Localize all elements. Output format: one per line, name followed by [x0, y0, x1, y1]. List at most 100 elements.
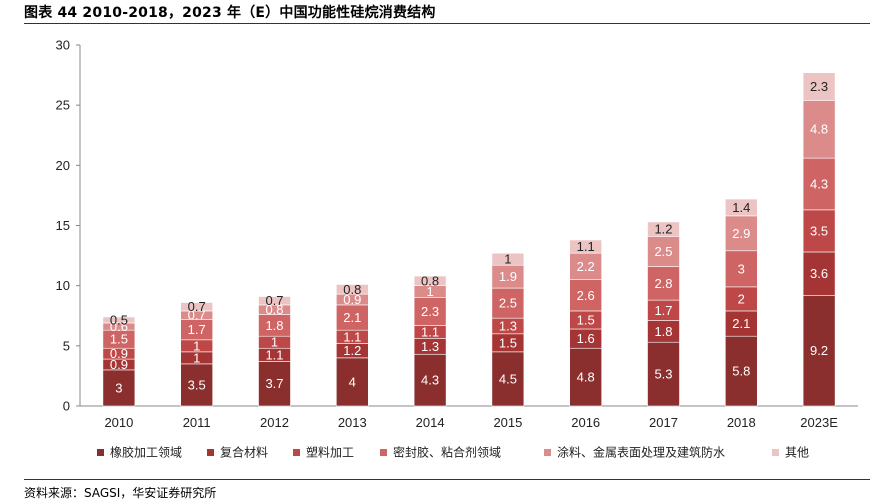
data-label: 0.9 [110, 357, 128, 372]
bar-segment [413, 275, 447, 286]
legend-swatch [207, 449, 214, 456]
data-label: 1.7 [188, 322, 206, 337]
data-label: 0.8 [265, 302, 283, 317]
bar-segment [569, 239, 603, 254]
axis-layer: 0 5 10 15 20 25 30 2010 2011 2012 2013 2014 2015 2016… [56, 38, 858, 430]
data-label: 2.3 [421, 304, 439, 319]
data-label: 4.3 [810, 176, 828, 191]
bar-segment [335, 357, 369, 407]
data-label: 3.5 [810, 223, 828, 238]
y-tick-label: 20 [56, 158, 70, 173]
bar-segment [569, 347, 603, 407]
data-label: 1 [193, 338, 200, 353]
chart-title: 图表 44 2010-2018，2023 年（E）中国功能性硅烷消费结构 [24, 5, 436, 21]
legend-label: 其他 [785, 446, 809, 460]
data-label: 9.2 [810, 343, 828, 358]
bar-segment [569, 279, 603, 312]
data-label: 2 [738, 291, 745, 306]
legend-label: 塑料加工 [306, 445, 354, 460]
data-label: 4 [349, 374, 356, 389]
data-label: 0.6 [110, 319, 128, 334]
data-label: 1.7 [654, 303, 672, 318]
bar-segment [491, 351, 525, 407]
bar-segment [724, 286, 758, 312]
legend: 橡胶加工领域 复合材料 塑料加工 密封胶、粘合剂领域 涂料、金属表面处理及建筑防水 其他 [97, 445, 809, 460]
data-label: 0.7 [188, 299, 206, 314]
legend-label: 涂料、金属表面处理及建筑防水 [557, 445, 725, 460]
bar-layer [102, 72, 836, 407]
title-rule [24, 23, 870, 24]
x-tick-label: 2012 [260, 415, 289, 430]
data-label: 1.3 [499, 318, 517, 333]
bar-segment [724, 198, 758, 217]
data-label: 1.8 [654, 324, 672, 339]
bar-segment [724, 215, 758, 252]
bar-segment [802, 72, 836, 101]
x-tick-label: 2016 [571, 415, 600, 430]
data-label: 1.1 [343, 329, 361, 344]
legend-swatch [97, 449, 104, 456]
data-label: 3.7 [265, 376, 283, 391]
data-label: 3.5 [188, 377, 206, 392]
bar-segment [569, 252, 603, 280]
data-label: 2.3 [810, 79, 828, 94]
bar-segment [491, 287, 525, 319]
data-label: 1 [504, 252, 511, 267]
source-rule [24, 479, 870, 480]
bar-segment [413, 297, 447, 326]
data-label: 3.6 [810, 266, 828, 281]
data-label: 0.9 [343, 292, 361, 307]
bar-segment [491, 252, 525, 266]
x-tick-label: 2014 [416, 415, 445, 430]
data-label: 0.7 [265, 293, 283, 308]
data-label: 1.6 [577, 331, 595, 346]
legend-swatch [772, 449, 779, 456]
data-label: 1.1 [577, 239, 595, 254]
data-label: 1.5 [110, 332, 128, 347]
data-label: 0.8 [421, 273, 439, 288]
bar-segment [335, 284, 369, 295]
bar-segment [258, 296, 291, 306]
x-tick-label: 2018 [727, 415, 756, 430]
data-label: 2.5 [654, 244, 672, 259]
data-label: 1 [271, 335, 278, 350]
data-label: 1 [426, 284, 433, 299]
y-tick-label: 15 [56, 218, 70, 233]
data-label: 1 [193, 350, 200, 365]
y-tick-label: 0 [63, 399, 70, 414]
y-tick-label: 25 [56, 98, 70, 113]
legend-label: 橡胶加工领域 [110, 445, 182, 460]
bar-segment [647, 341, 680, 407]
x-tick-label: 2010 [104, 415, 133, 430]
data-label: 5.8 [732, 364, 750, 379]
data-label: 0.8 [343, 282, 361, 297]
legend-swatch [293, 449, 300, 456]
data-label: 1.9 [499, 269, 517, 284]
bar-segment [724, 250, 758, 288]
y-tick-label: 5 [63, 338, 70, 353]
data-label: 2.6 [577, 288, 595, 303]
x-tick-label: 2011 [183, 415, 211, 430]
data-label: 3 [115, 380, 122, 395]
data-label: 1.1 [265, 347, 283, 362]
x-tick-label: 2023E [800, 415, 838, 430]
data-label: 1.5 [577, 312, 595, 327]
data-label: 2.8 [654, 276, 672, 291]
bar-segment [802, 251, 836, 296]
data-label: 4.3 [421, 373, 439, 388]
bar-segment [724, 310, 758, 337]
legend-swatch [380, 449, 387, 456]
data-label: 1.3 [421, 339, 439, 354]
data-label: 1.2 [654, 222, 672, 237]
data-label: 0.7 [188, 308, 206, 323]
data-label: 2.9 [732, 226, 750, 241]
bar-segment [647, 266, 680, 301]
source-note: 资料来源：SAGSI，华安证券研究所 [24, 486, 217, 500]
data-label: 2.1 [343, 310, 361, 325]
data-label: 5.3 [654, 367, 672, 382]
bar-segment [102, 369, 136, 407]
legend-label: 复合材料 [220, 445, 268, 460]
bar-segment [413, 353, 447, 407]
data-label: 4.8 [810, 122, 828, 137]
